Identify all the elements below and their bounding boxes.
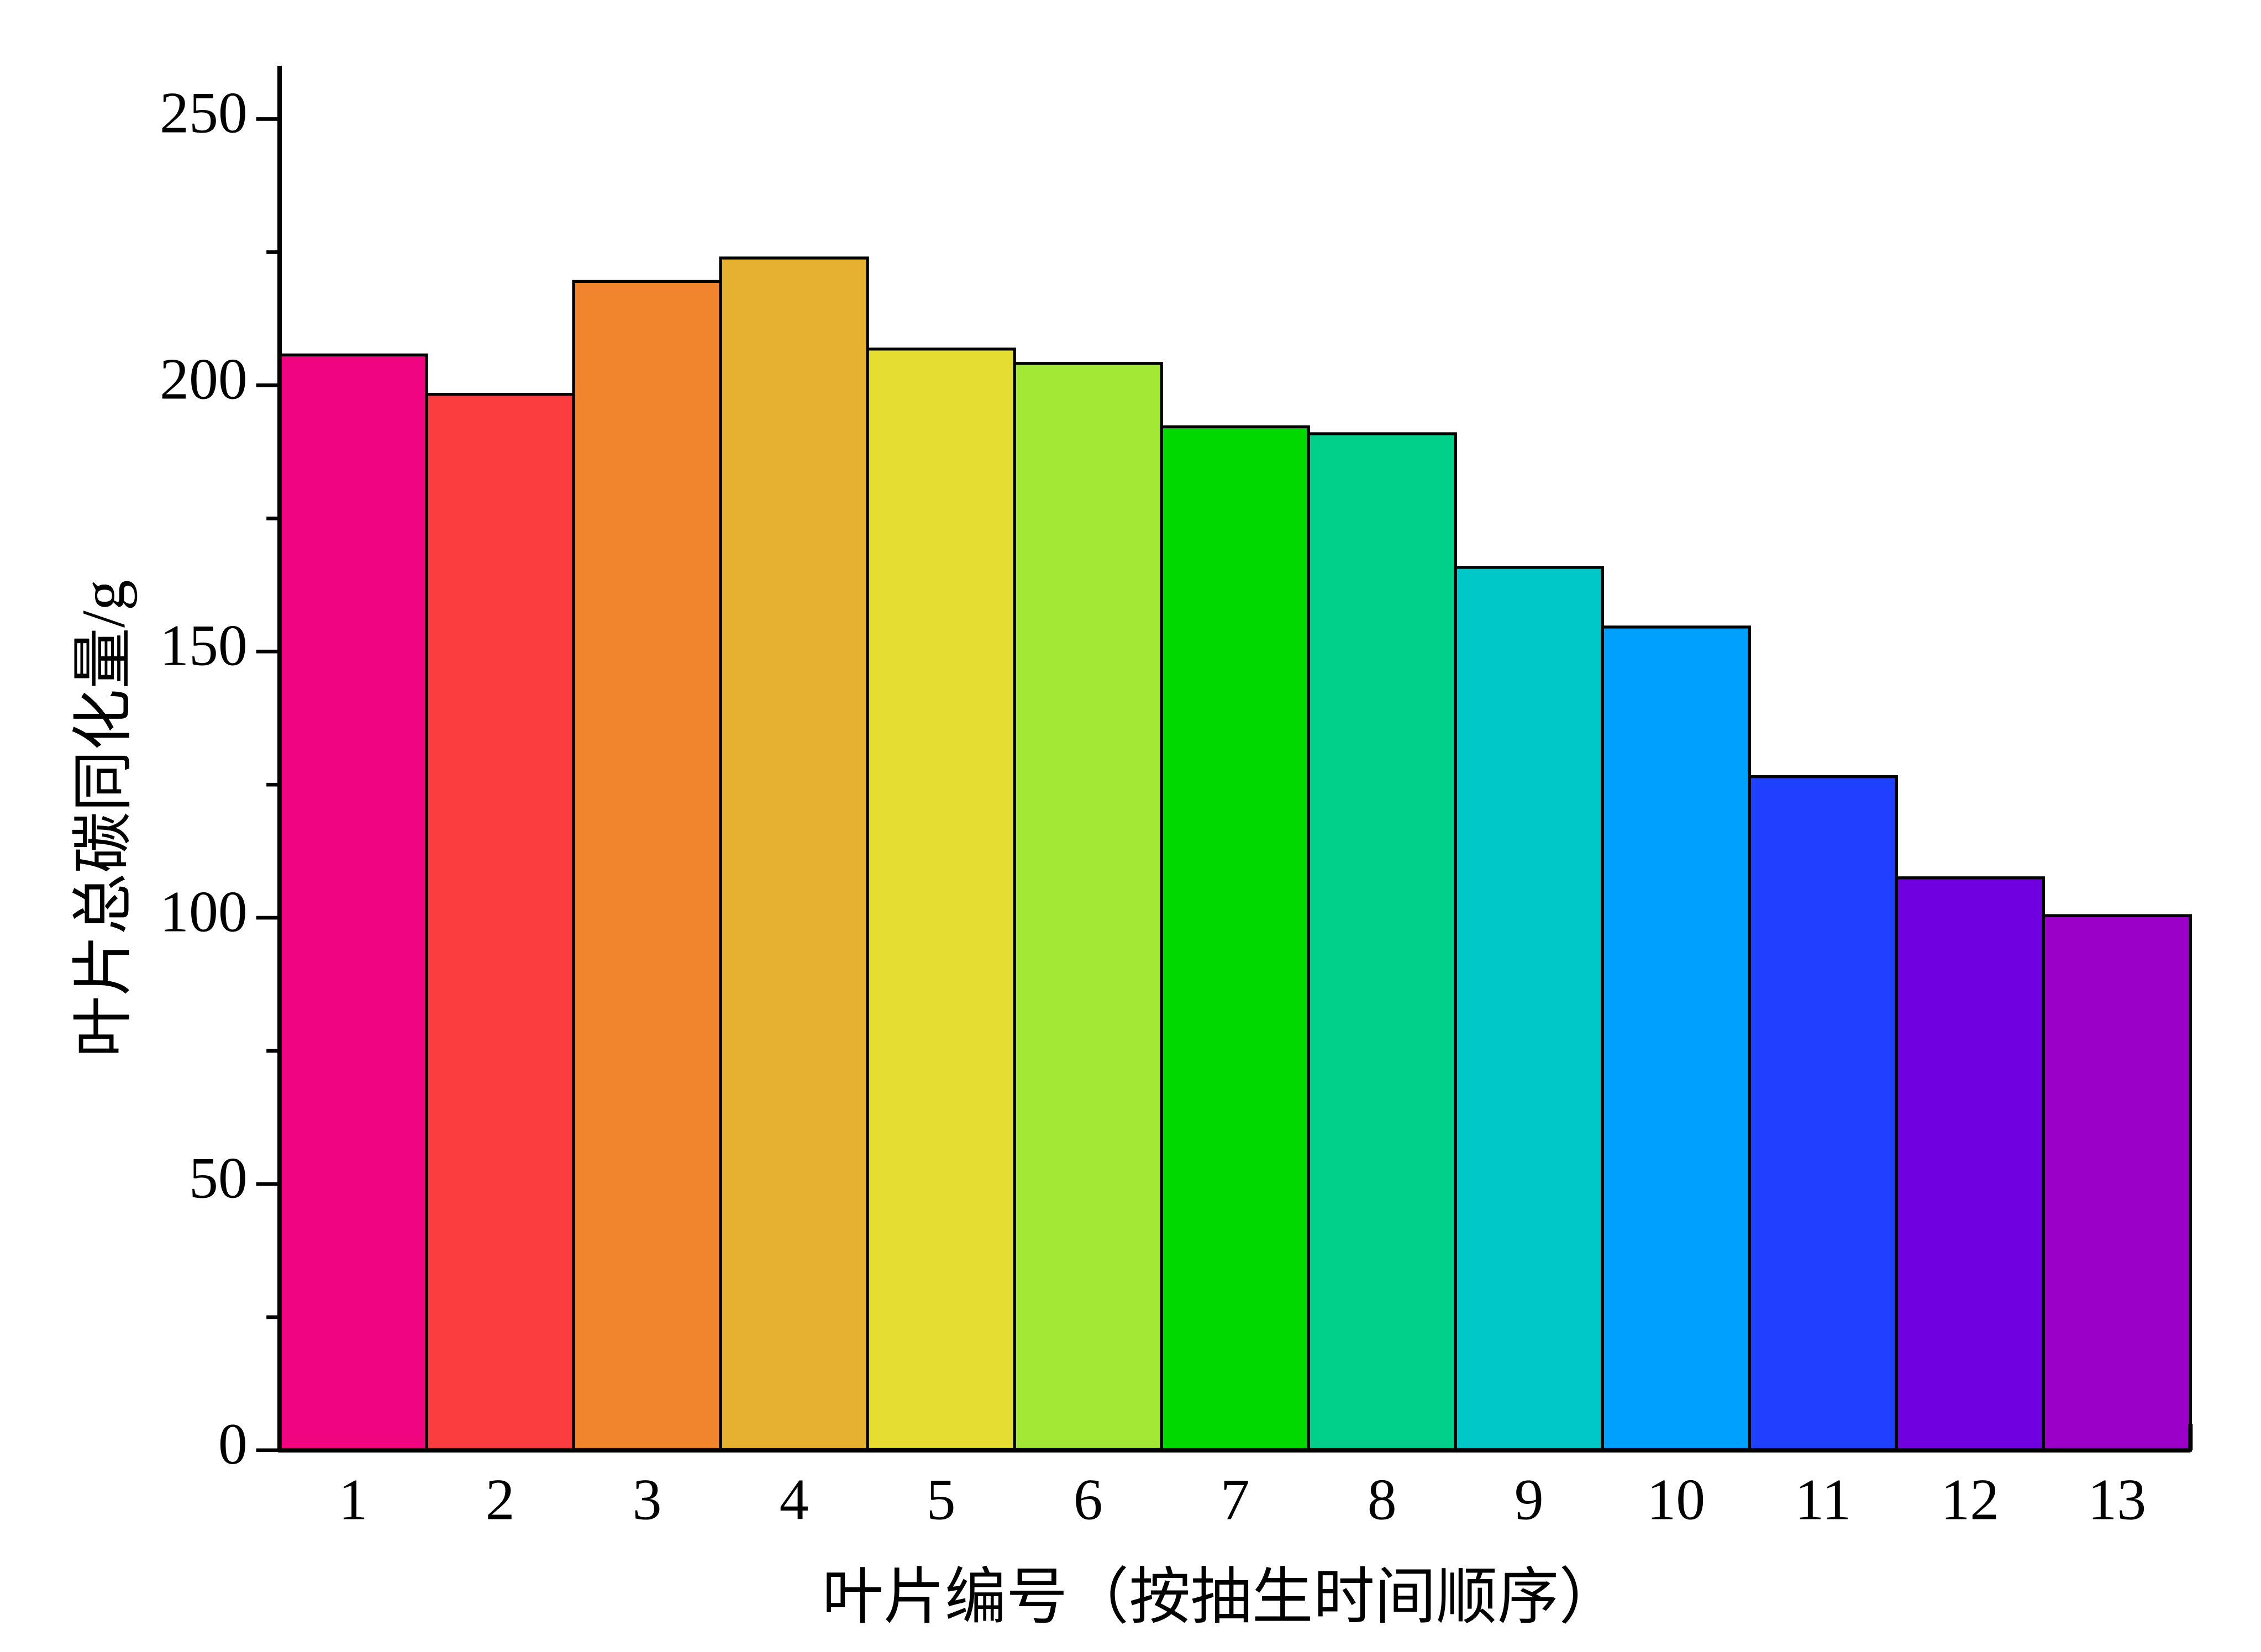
- y-tick-label: 100: [160, 879, 248, 944]
- x-tick-label: 4: [780, 1467, 809, 1532]
- x-tick-label: 5: [927, 1467, 956, 1532]
- bar: [1601, 625, 1751, 1452]
- bar: [572, 280, 722, 1452]
- bar: [278, 353, 428, 1452]
- bar: [1748, 775, 1898, 1452]
- y-tick-label: 50: [189, 1145, 248, 1210]
- bar: [1307, 432, 1457, 1452]
- bar: [1454, 566, 1604, 1452]
- x-tick-label: 13: [2088, 1467, 2146, 1532]
- bar: [2042, 914, 2192, 1452]
- x-tick-label: 12: [1941, 1467, 1999, 1532]
- bar: [1895, 876, 2045, 1452]
- y-tick-label: 250: [160, 81, 248, 145]
- bar: [719, 256, 869, 1452]
- x-tick-label: 8: [1368, 1467, 1397, 1532]
- x-tick-label: 11: [1795, 1467, 1851, 1532]
- y-tick-label: 150: [160, 613, 248, 678]
- x-tick-label: 9: [1515, 1467, 1544, 1532]
- x-tick-label: 10: [1647, 1467, 1705, 1532]
- y-axis-label: 叶片总碳同化量/g: [70, 580, 138, 1058]
- x-tick-label: 6: [1074, 1467, 1103, 1532]
- x-tick-label: 2: [486, 1467, 515, 1532]
- bar: [425, 393, 575, 1452]
- bar: [1160, 425, 1310, 1452]
- y-tick-label: 0: [218, 1412, 248, 1476]
- x-tick-label: 3: [633, 1467, 662, 1532]
- y-tick-label: 200: [160, 347, 248, 412]
- x-axis-label: 叶片编号（按抽生时间顺序）: [822, 1564, 1621, 1632]
- bar: [866, 348, 1016, 1452]
- x-tick-label: 7: [1221, 1467, 1250, 1532]
- bar: [1013, 362, 1163, 1452]
- x-tick-label: 1: [339, 1467, 368, 1532]
